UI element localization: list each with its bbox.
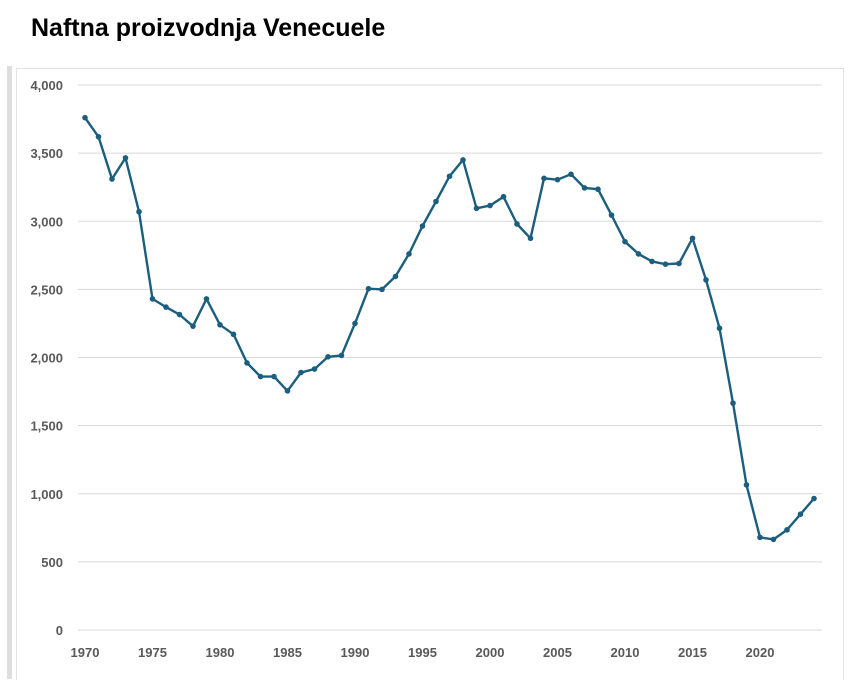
data-point: [730, 400, 736, 406]
data-point: [365, 285, 372, 292]
data-point: [676, 260, 682, 267]
data-point: [473, 205, 480, 212]
y-tick-label: 1,000: [30, 487, 63, 502]
data-point: [811, 495, 817, 502]
y-tick-label: 3,500: [30, 146, 63, 161]
data-point: [176, 311, 183, 318]
data-point: [419, 223, 426, 229]
data-point: [406, 251, 412, 257]
data-point: [122, 155, 129, 161]
data-point: [757, 534, 763, 541]
x-tick-label: 1990: [341, 645, 370, 660]
data-point: [392, 273, 399, 280]
data-point: [743, 482, 750, 488]
gridlines: [78, 84, 822, 631]
data-point: [581, 185, 588, 191]
x-tick-label: 2000: [476, 645, 505, 660]
data-point: [500, 193, 507, 200]
data-point: [649, 258, 655, 265]
chart-frame: [16, 68, 844, 680]
x-tick-label: 2010: [611, 645, 640, 660]
data-point: [379, 286, 385, 293]
data-point: [217, 322, 223, 328]
data-point: [689, 235, 696, 242]
data-point: [95, 133, 102, 140]
data-point: [622, 238, 628, 245]
data-point: [325, 354, 331, 360]
data-point: [136, 208, 142, 215]
data-point: [109, 176, 115, 182]
data-point: [82, 114, 88, 121]
x-tick-label: 1995: [408, 645, 437, 660]
data-point: [244, 360, 250, 366]
data-point: [203, 296, 210, 302]
data-point: [568, 171, 574, 178]
y-tick-label: 4,000: [30, 78, 63, 93]
data-point: [163, 304, 169, 310]
x-tick-label: 1980: [206, 645, 235, 660]
y-tick-label: 2,500: [30, 282, 63, 297]
y-tick-label: 2,000: [30, 351, 63, 366]
data-point: [716, 325, 723, 332]
data-point: [433, 198, 439, 205]
data-point: [797, 511, 804, 517]
data-point: [703, 277, 709, 283]
y-tick-label: 1,500: [30, 419, 63, 434]
data-point: [514, 221, 520, 227]
data-point: [784, 527, 790, 533]
data-point: [271, 373, 277, 380]
left-edge-bar: [7, 66, 12, 679]
data-point: [541, 175, 547, 182]
y-tick-label: 500: [41, 555, 63, 570]
data-point: [190, 323, 196, 329]
x-tick-label: 2020: [746, 645, 775, 660]
data-point: [338, 352, 345, 359]
x-tick-label: 2015: [678, 645, 707, 660]
data-point: [257, 373, 264, 380]
data-point: [230, 331, 237, 338]
data-point: [460, 157, 466, 163]
y-tick-label: 3,000: [30, 214, 63, 229]
x-axis-ticks: 1970 1975 1980 1985 1990 1995 2000 2005 2010 2015…: [71, 645, 775, 660]
data-point: [635, 251, 642, 257]
data-point: [527, 235, 534, 242]
data-point: [487, 202, 493, 209]
y-tick-label: 0: [56, 623, 63, 638]
data-point: [554, 176, 561, 183]
y-axis-ticks: 0 500 1,000 1,500 2,000 2,500 3,000 3,500 4,000: [30, 78, 63, 638]
data-point: [608, 212, 615, 218]
data-point: [149, 296, 156, 302]
x-tick-label: 1985: [273, 645, 302, 660]
series-group: [82, 114, 817, 543]
data-point: [595, 186, 601, 193]
data-point: [446, 173, 453, 180]
x-tick-label: 2005: [543, 645, 572, 660]
x-tick-label: 1970: [71, 645, 100, 660]
data-point: [352, 320, 358, 327]
chart-title: Naftna proizvodnja Venecuele: [31, 14, 386, 42]
x-tick-label: 1975: [138, 645, 167, 660]
data-point: [311, 366, 318, 372]
data-point: [662, 261, 669, 267]
data-point: [298, 369, 304, 376]
data-point: [284, 388, 291, 394]
data-point: [770, 536, 777, 543]
